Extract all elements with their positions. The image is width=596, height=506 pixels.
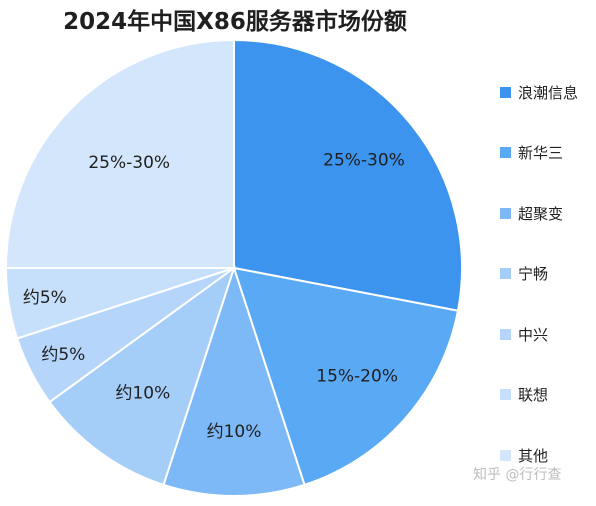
legend-swatch — [500, 207, 511, 219]
legend-item-2: 新华三 — [500, 143, 578, 163]
legend-label: 超聚变 — [518, 204, 564, 223]
legend-swatch — [500, 86, 511, 98]
legend-item-6: 联想 — [500, 385, 578, 405]
legend-label: 宁畅 — [518, 265, 549, 283]
legend-swatch — [500, 147, 511, 158]
pie-slice-2 — [232, 266, 460, 487]
legend-item-5: 中兴 — [500, 324, 578, 344]
legend-item-1: 浪潮信息 — [500, 82, 578, 102]
slice-label-7: 25%-30% — [88, 153, 170, 173]
legend-swatch — [500, 449, 511, 461]
legend: 浪潮信息新华三超聚变宁畅中兴联想其他 — [500, 82, 578, 506]
legend-item-4: 宁畅 — [500, 264, 578, 284]
slice-label-3: 约10% — [207, 422, 262, 442]
legend-label: 联想 — [518, 386, 549, 404]
pie-slice-7 — [4, 38, 235, 269]
legend-label: 其他 — [518, 446, 549, 465]
legend-item-3: 超聚变 — [500, 203, 578, 223]
pie-slice-4 — [48, 265, 236, 487]
pie-slice-1 — [233, 38, 463, 312]
slice-label-2: 15%-20% — [316, 367, 398, 387]
slice-label-1: 25%-30% — [323, 150, 405, 170]
chart-title: 2024年中国X86服务器市场份额 — [63, 9, 407, 35]
legend-label: 新华三 — [518, 144, 564, 162]
legend-item-7: 其他 — [500, 445, 578, 465]
slice-label-5: 约5% — [41, 345, 85, 365]
watermark: 知乎 @行行查 — [473, 467, 562, 483]
legend-swatch — [500, 328, 511, 340]
legend-label: 浪潮信息 — [518, 83, 579, 102]
slice-label-4: 约10% — [115, 383, 170, 403]
slice-label-6: 约5% — [23, 288, 67, 308]
legend-label: 中兴 — [518, 325, 549, 344]
legend-swatch — [500, 389, 511, 400]
pie-slice-3 — [162, 264, 306, 497]
legend-swatch — [500, 268, 511, 279]
